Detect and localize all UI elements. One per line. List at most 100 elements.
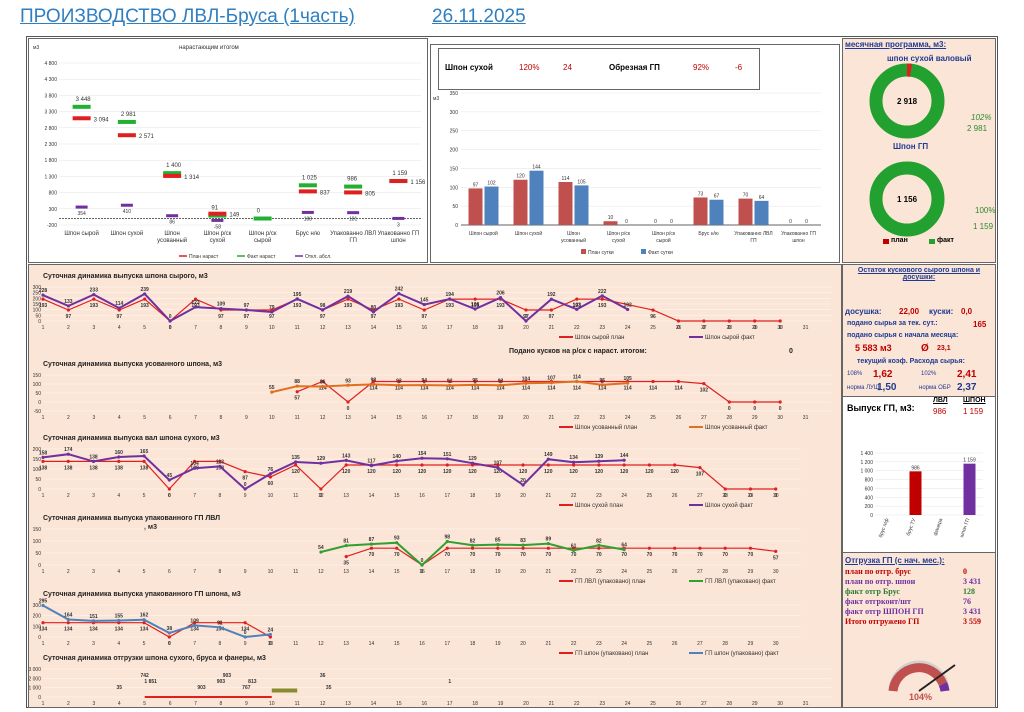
line-xtick: 4 [118, 325, 121, 331]
bar-fact [755, 201, 769, 225]
plan-label: 0 [269, 641, 272, 647]
bar-ytick: 200 [450, 148, 459, 154]
plan-point [597, 463, 600, 466]
kuski-value: 0,0 [961, 307, 972, 316]
cum-legend-label: Факт нараст [247, 254, 276, 260]
bar-plan [739, 199, 753, 225]
fact-label: 80 [371, 305, 377, 311]
plan-label: 193 [496, 303, 505, 309]
line-xtick: 21 [549, 325, 555, 331]
plan-label: 70 [470, 552, 476, 558]
plan-point [774, 487, 777, 490]
plan-point [651, 380, 654, 383]
line-xtick: 6 [169, 415, 172, 421]
bar-fact [485, 187, 499, 225]
line-xtick: 14 [371, 325, 377, 331]
bar-legend-fact: Факт сутки [648, 250, 673, 256]
line-xtick: 9 [245, 325, 248, 331]
line-xtick: 13 [345, 325, 351, 331]
cum-plan-mark [299, 189, 317, 193]
line-xtick: 9 [244, 641, 247, 647]
fact-label: 92 [447, 378, 453, 384]
line-chart-title: Суточная динамика выпуска шпона сырого, … [43, 273, 208, 280]
plan-label: 138 [89, 465, 98, 471]
fact-label: 192 [547, 292, 556, 298]
fact-label: 109 [190, 618, 199, 624]
pct-diff-1: 24 [563, 63, 572, 72]
fact-label: 162 [140, 613, 149, 619]
line-xtick: 12 [320, 325, 326, 331]
line-xtick: 3 [92, 569, 95, 575]
line-xtick: 22 [574, 701, 580, 707]
plan-label: 193 [293, 303, 302, 309]
plan-point [753, 319, 756, 322]
line-xtick: 30 [777, 415, 783, 421]
fact-label: 61 [571, 543, 577, 549]
percent-box: Шпон сухой 120% 24 Обрезная ГП 92% -6 [438, 48, 760, 90]
kuski-label: куски: [929, 307, 953, 316]
k2-value: 2,41 [957, 369, 976, 380]
line-legend-label: Шпон сухой план [575, 502, 623, 509]
plan-point [142, 621, 145, 624]
plan-label: 70 [647, 552, 653, 558]
fact-label: 0 [244, 630, 247, 636]
plan-point [623, 463, 626, 466]
line-xtick: 12 [320, 701, 326, 707]
fact-label: 45 [167, 473, 173, 479]
fact-label: 114 [115, 301, 123, 307]
donut1-fact: 2 981 [967, 124, 987, 133]
line-xtick: 4 [118, 415, 121, 421]
gp-category: брус п/ф [878, 518, 891, 539]
plan-label: 138 [140, 465, 149, 471]
plan-label: 96 [650, 314, 656, 320]
plan-label: 120 [569, 469, 578, 475]
bar-legend-fact-swatch [641, 249, 646, 254]
line-xtick: 28 [727, 701, 733, 707]
ship-daily-label: 35 [116, 685, 122, 691]
bar-plan-label: 0 [654, 219, 657, 225]
cum-dev-label: 86 [169, 220, 175, 226]
fact-label: 233 [90, 288, 99, 294]
line-xtick: 20 [523, 701, 529, 707]
cum-plan-label: 1 156 [410, 180, 426, 186]
plan-label: 138 [64, 465, 73, 471]
fact-label: 138 [89, 454, 98, 460]
fact-label: 228 [39, 288, 48, 294]
line-xtick: 30 [777, 701, 783, 707]
line-xtick: 14 [369, 641, 375, 647]
cum-category: Шпон сухой [111, 230, 144, 237]
fact-label: 103 [573, 302, 582, 308]
line-xtick: 26 [672, 641, 678, 647]
plan-point [420, 463, 423, 466]
fact-label: 155 [115, 613, 124, 619]
cum-legend-label: План нараст [189, 254, 219, 260]
plan-point [648, 463, 651, 466]
fact-label: 114 [573, 374, 581, 380]
line-xtick: 19 [498, 325, 504, 331]
line-chart-title: Суточная динамика выпуска упакованного Г… [43, 515, 220, 522]
bar-plan [514, 180, 528, 225]
line-xtick: 5 [143, 325, 146, 331]
fact-label: 94 [422, 378, 428, 384]
cum-fact-label: 986 [347, 177, 358, 183]
line-xtick: 21 [546, 493, 552, 499]
line-xtick: 5 [143, 415, 146, 421]
plan-point [67, 621, 70, 624]
line-xtick: 29 [752, 701, 758, 707]
cum-fact-label: 3 448 [76, 97, 92, 103]
plan-point [749, 487, 752, 490]
bar-unit: м3 [433, 96, 439, 102]
fact-label: 160 [115, 450, 124, 456]
line-xtick: 26 [672, 569, 678, 575]
plan-label: 114 [547, 385, 555, 391]
podano-month-value: 5 583 м3 [855, 343, 892, 353]
plan-label: 114 [624, 385, 632, 391]
plan-label: 120 [443, 469, 452, 475]
ship-daily-label: 1 [448, 679, 451, 685]
plan-point [521, 463, 524, 466]
plan-point [673, 547, 676, 550]
line-xtick: 28 [722, 569, 728, 575]
line-xtick: 18 [470, 493, 476, 499]
plan-point [397, 298, 400, 301]
plan-label: 114 [573, 385, 581, 391]
